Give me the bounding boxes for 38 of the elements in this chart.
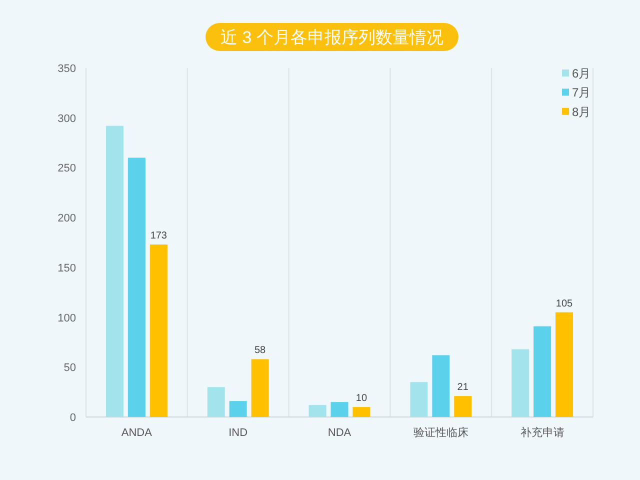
y-tick-label: 50 [64, 362, 76, 374]
bar [352, 407, 370, 417]
bar [432, 355, 450, 417]
bar [308, 405, 326, 417]
data-label: 105 [556, 298, 574, 310]
legend-label: 6月 [572, 66, 591, 80]
x-tick-label: 验证性临床 [413, 426, 468, 439]
bar [454, 396, 472, 417]
bar [330, 402, 348, 417]
x-tick-label: ANDA [121, 427, 153, 439]
y-tick-label: 100 [58, 312, 76, 324]
legend-label: 7月 [572, 86, 591, 100]
data-label: 173 [150, 230, 168, 242]
x-tick-label: IND [228, 427, 248, 439]
bar [106, 126, 124, 417]
data-label: 21 [457, 382, 469, 394]
bar [534, 326, 552, 417]
y-tick-label: 150 [58, 262, 76, 274]
bar [251, 359, 269, 417]
title: 近 3 个月各申报序列数量情况 [206, 23, 458, 51]
bar [150, 244, 168, 417]
y-tick-label: 300 [58, 112, 76, 125]
data-label: 10 [356, 393, 368, 404]
chart-title: 近 3 个月各申报序列数量情况 [220, 28, 444, 47]
bar [410, 382, 428, 417]
y-tick-label: 0 [70, 412, 76, 424]
bar [229, 401, 247, 417]
bar [512, 349, 530, 417]
y-tick-label: 250 [58, 162, 76, 175]
bar [207, 387, 225, 417]
data-label: 58 [254, 345, 266, 356]
x-tick-label: NDA [328, 427, 352, 439]
x-tick-label: 补充申请 [520, 426, 564, 439]
y-tick-label: 350 [58, 63, 76, 75]
bar [556, 312, 574, 417]
bar [128, 158, 146, 417]
y-tick-label: 200 [58, 212, 76, 225]
legend-label: 8月 [572, 104, 591, 119]
